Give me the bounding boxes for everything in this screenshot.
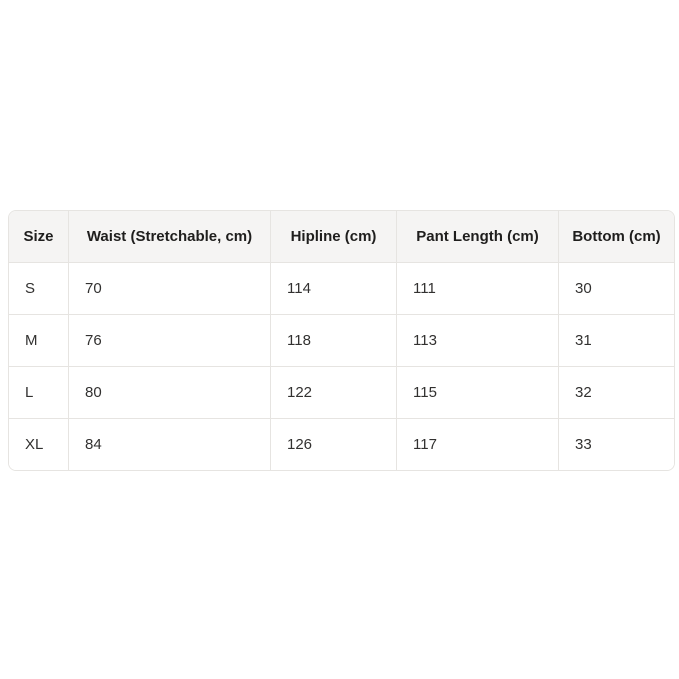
cell-bottom: 31 bbox=[558, 314, 674, 366]
header-cell-size: Size bbox=[9, 211, 68, 262]
header-row: Size Waist (Stretchable, cm) Hipline (cm… bbox=[9, 211, 674, 262]
cell-waist: 80 bbox=[68, 366, 270, 418]
cell-size: XL bbox=[9, 418, 68, 470]
cell-size: M bbox=[9, 314, 68, 366]
cell-bottom: 30 bbox=[558, 262, 674, 314]
cell-waist: 70 bbox=[68, 262, 270, 314]
cell-size: L bbox=[9, 366, 68, 418]
cell-bottom: 33 bbox=[558, 418, 674, 470]
cell-waist: 76 bbox=[68, 314, 270, 366]
cell-pant-length: 111 bbox=[396, 262, 558, 314]
size-chart-card: Size Waist (Stretchable, cm) Hipline (cm… bbox=[8, 210, 675, 471]
table-row-l: L 80 122 115 32 bbox=[9, 366, 674, 418]
cell-pant-length: 115 bbox=[396, 366, 558, 418]
size-chart-table: Size Waist (Stretchable, cm) Hipline (cm… bbox=[9, 211, 674, 470]
cell-hipline: 114 bbox=[270, 262, 396, 314]
cell-waist: 84 bbox=[68, 418, 270, 470]
header-cell-pant-length: Pant Length (cm) bbox=[396, 211, 558, 262]
cell-size: S bbox=[9, 262, 68, 314]
cell-hipline: 126 bbox=[270, 418, 396, 470]
cell-pant-length: 117 bbox=[396, 418, 558, 470]
cell-pant-length: 113 bbox=[396, 314, 558, 366]
header-cell-waist: Waist (Stretchable, cm) bbox=[68, 211, 270, 262]
table-row-m: M 76 118 113 31 bbox=[9, 314, 674, 366]
header-cell-bottom: Bottom (cm) bbox=[558, 211, 674, 262]
table-row-xl: XL 84 126 117 33 bbox=[9, 418, 674, 470]
cell-bottom: 32 bbox=[558, 366, 674, 418]
header-cell-hipline: Hipline (cm) bbox=[270, 211, 396, 262]
cell-hipline: 118 bbox=[270, 314, 396, 366]
cell-hipline: 122 bbox=[270, 366, 396, 418]
table-row-s: S 70 114 111 30 bbox=[9, 262, 674, 314]
